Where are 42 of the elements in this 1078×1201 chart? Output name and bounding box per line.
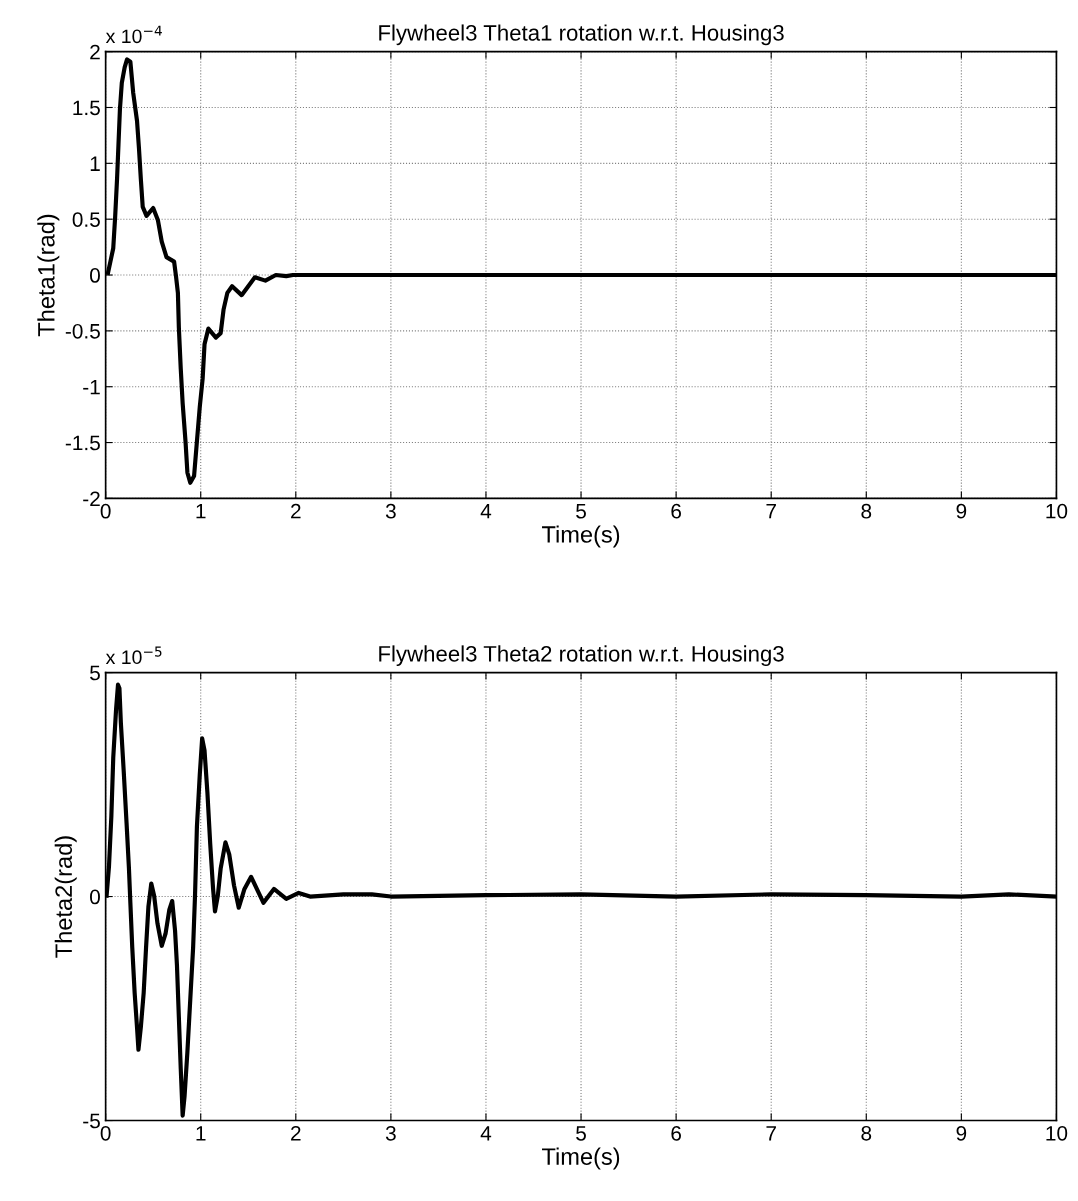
- x-tick-label: 0: [100, 1125, 111, 1141]
- y-tick-label: 0: [90, 889, 100, 905]
- x-tick-label: 5: [576, 1126, 586, 1141]
- y-tick-label: -5: [83, 1113, 100, 1129]
- x-tick-label: 10: [1046, 1125, 1068, 1141]
- y-tick-label: -0.5: [65, 323, 100, 339]
- y-tick-label: 1.5: [73, 100, 100, 116]
- x-tick-label: 2: [291, 1125, 301, 1141]
- y-tick-label: -1: [83, 379, 100, 395]
- x-tick-label: 2: [291, 503, 301, 519]
- text: x 10$^{−5}$: [105, 646, 162, 665]
- y-tick-label: 1: [90, 156, 100, 171]
- x-tick-label: 3: [385, 503, 396, 519]
- x-tick-label: 9: [956, 1125, 967, 1141]
- x-tick-label: 5: [576, 504, 586, 519]
- x-axis-title: Time(s): [542, 525, 620, 548]
- x-tick-label: 10: [1046, 503, 1068, 519]
- x-tick-label: 3: [385, 1125, 396, 1141]
- y-tick-label: -2: [83, 491, 100, 506]
- y-tick-label: -1.5: [65, 435, 100, 451]
- x-tick-label: 9: [956, 503, 967, 519]
- x-tick-label: 7: [766, 504, 776, 519]
- y-tick-label: 2: [90, 44, 100, 60]
- y-tick-label: 5: [90, 665, 100, 681]
- x-tick-label: 1: [196, 1126, 206, 1141]
- x-tick-label: 0: [100, 503, 111, 519]
- y-tick-label: 0: [90, 268, 100, 283]
- x-tick-label: 1: [196, 504, 206, 519]
- x-tick-label: 7: [766, 1126, 776, 1141]
- x-tick-label: 6: [671, 503, 681, 519]
- x-tick-label: 8: [861, 1125, 872, 1141]
- x-tick-label: 6: [671, 1125, 681, 1141]
- x-tick-label: 4: [480, 1126, 492, 1141]
- text: x 10$^{−4}$: [105, 25, 162, 44]
- chart-title: Flywheel3 Theta1 rotation w.r.t. Housing3: [379, 24, 784, 46]
- x-tick-label: 4: [480, 504, 492, 519]
- y-axis-title: Theta1(rad): [37, 214, 60, 337]
- y-axis-title: Theta2(rad): [54, 836, 77, 958]
- x-axis-title: Time(s): [542, 1147, 620, 1170]
- x-tick-label: 8: [861, 503, 872, 519]
- y-tick-label: 0.5: [72, 212, 100, 227]
- chart-title: Flywheel3 Theta2 rotation w.r.t. Housing3: [379, 645, 784, 667]
